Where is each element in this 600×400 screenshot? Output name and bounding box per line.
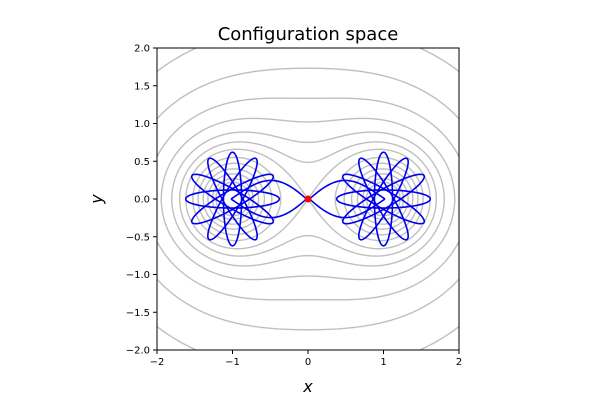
- y-axis-ticks: −2.0 −1.5 −1.0 −0.5 0.0 0.5 1.0 1.5 2.0: [126, 44, 157, 357]
- trajectory-petal: [207, 157, 258, 241]
- x-tick-label: 1: [380, 357, 386, 368]
- potential-contours: [157, 48, 459, 350]
- trajectory-petal: [190, 173, 275, 225]
- contour-line: [160, 117, 456, 281]
- trajectory-petal: [190, 173, 275, 225]
- trajectory-petal: [335, 189, 432, 209]
- trajectory-connector: [308, 179, 386, 219]
- start-point-group: [304, 195, 312, 203]
- y-axis-label: y: [87, 194, 106, 205]
- y-tick-label: 0.0: [134, 195, 150, 206]
- y-tick-label: −2.0: [126, 346, 150, 357]
- y-tick-label: 0.5: [134, 157, 150, 168]
- y-tick-label: 1.5: [134, 81, 150, 92]
- y-tick-label: −1.5: [126, 308, 150, 319]
- trajectory-connector: [230, 179, 308, 219]
- trajectory-petal: [222, 151, 243, 247]
- contour-line: [157, 67, 459, 331]
- x-axis-label: x: [302, 377, 313, 396]
- trajectory-petal: [358, 157, 409, 241]
- contour-line: [178, 141, 438, 257]
- x-tick-label: −2: [150, 357, 165, 368]
- contour-line: [157, 97, 459, 301]
- y-tick-label: 2.0: [134, 44, 150, 55]
- contour-line: [157, 48, 459, 350]
- x-tick-label: 2: [456, 357, 462, 368]
- x-axis-ticks: −2 −1 0 1 2: [150, 350, 462, 368]
- y-tick-label: −1.0: [126, 270, 150, 281]
- trajectory-petal: [341, 173, 426, 225]
- contour-line: [185, 148, 431, 250]
- chart-title: Configuration space: [218, 24, 399, 45]
- y-tick-label: −0.5: [126, 232, 150, 243]
- trajectory-petal: [358, 157, 409, 241]
- y-tick-label: 1.0: [134, 119, 150, 130]
- trajectory-petal: [341, 173, 426, 225]
- trajectory-group: [184, 151, 432, 247]
- start-point-marker: [304, 195, 312, 203]
- trajectory-petal: [207, 157, 258, 241]
- trajectory-petal: [184, 189, 281, 209]
- contour-line: [197, 162, 419, 236]
- contour-line: [171, 131, 445, 267]
- trajectory-petal: [373, 151, 394, 247]
- x-tick-label: 0: [305, 357, 311, 368]
- x-tick-label: −1: [225, 357, 240, 368]
- contour-line: [211, 177, 405, 221]
